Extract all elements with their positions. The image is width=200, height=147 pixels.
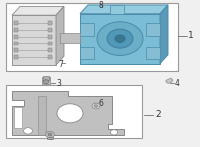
Text: 2: 2	[155, 110, 161, 119]
Polygon shape	[12, 6, 64, 15]
Bar	[14, 42, 18, 45]
Polygon shape	[12, 91, 124, 135]
Text: 5: 5	[49, 133, 53, 142]
Text: 4: 4	[175, 79, 179, 88]
Bar	[47, 137, 53, 138]
Circle shape	[97, 22, 143, 55]
Bar	[146, 23, 160, 36]
Circle shape	[107, 29, 133, 48]
Text: 8: 8	[99, 1, 103, 10]
Bar	[48, 55, 52, 59]
Text: 7: 7	[59, 60, 63, 69]
Bar	[48, 35, 52, 39]
Bar	[48, 48, 52, 52]
Polygon shape	[166, 78, 173, 83]
Bar	[80, 14, 160, 64]
Bar	[43, 76, 49, 80]
Bar	[60, 33, 80, 43]
Bar	[14, 28, 18, 32]
Circle shape	[92, 103, 100, 109]
Polygon shape	[80, 5, 168, 14]
Bar	[12, 15, 56, 65]
Polygon shape	[160, 5, 168, 64]
Bar	[14, 107, 22, 128]
Text: 6: 6	[99, 98, 103, 108]
Bar	[42, 77, 50, 84]
Polygon shape	[56, 6, 64, 65]
Circle shape	[43, 80, 49, 84]
Circle shape	[110, 130, 118, 135]
Bar	[6, 86, 142, 138]
Bar	[14, 48, 18, 52]
Circle shape	[48, 133, 52, 136]
Bar	[110, 5, 124, 14]
Circle shape	[94, 105, 98, 107]
Text: 1: 1	[188, 31, 194, 40]
Bar	[14, 35, 18, 39]
Bar	[6, 4, 178, 71]
Bar	[38, 96, 46, 135]
Circle shape	[24, 128, 32, 134]
Bar	[48, 21, 52, 25]
Circle shape	[46, 131, 54, 138]
Circle shape	[115, 35, 125, 42]
Bar	[48, 42, 52, 45]
Bar	[14, 21, 18, 25]
Bar	[146, 47, 160, 59]
Bar	[14, 55, 18, 59]
Bar	[48, 28, 52, 32]
Bar	[80, 47, 94, 59]
Bar	[80, 23, 94, 36]
Text: 3: 3	[57, 79, 61, 88]
Circle shape	[57, 104, 83, 123]
